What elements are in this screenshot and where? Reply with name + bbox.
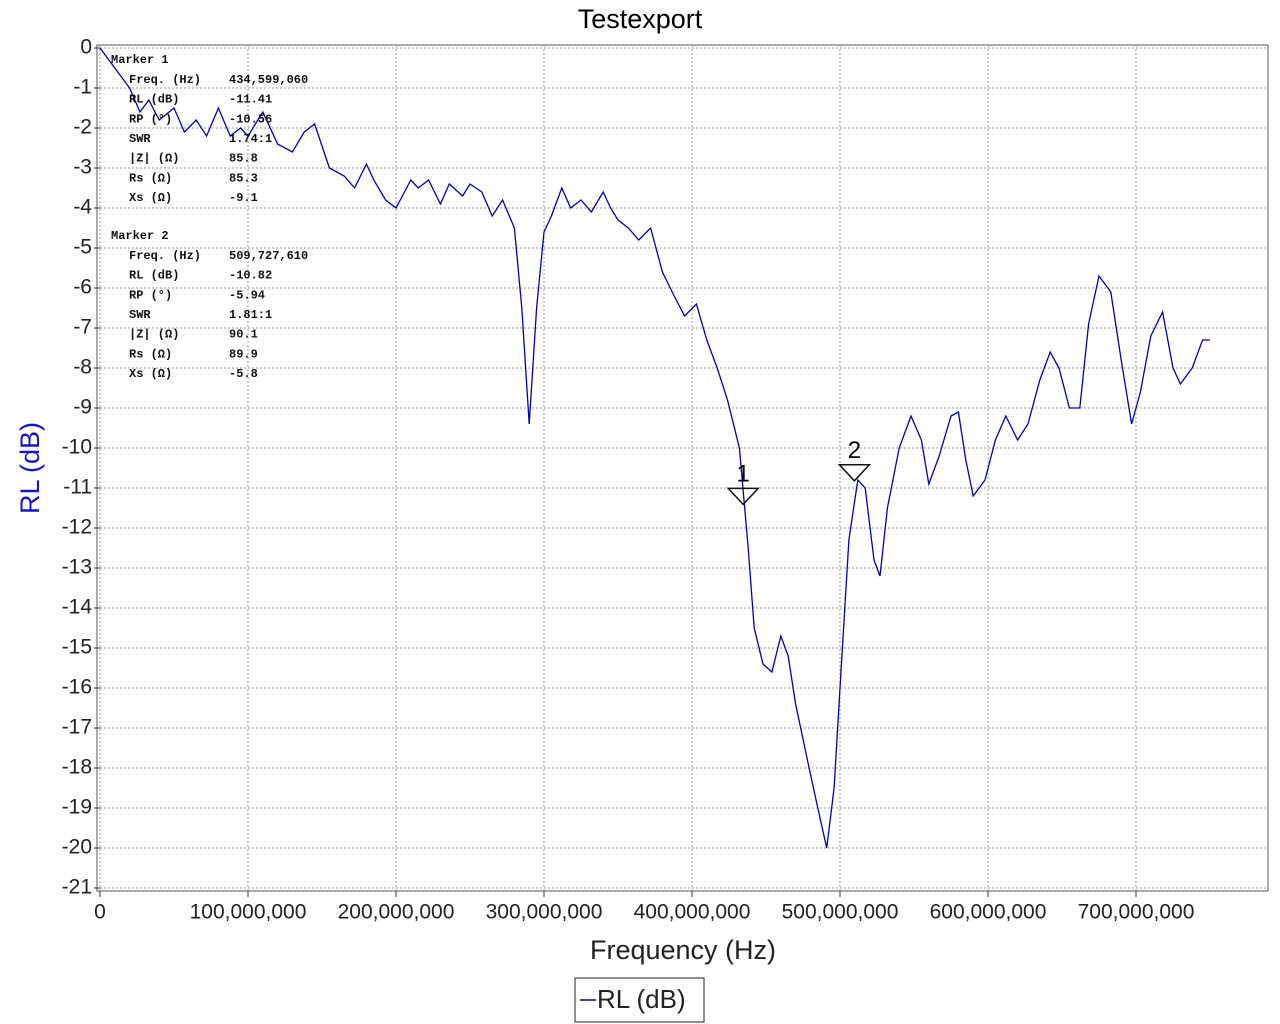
- marker-value: -10.56: [229, 112, 272, 126]
- y-axis-label: RL (dB): [15, 422, 45, 514]
- y-tick-label: -14: [62, 596, 93, 619]
- marker-value: -11.41: [229, 93, 272, 107]
- y-tick-label: -19: [62, 796, 92, 819]
- y-tick-label: -4: [73, 196, 92, 219]
- marker-value: 1.74:1: [229, 132, 272, 146]
- y-tick-label: -18: [62, 756, 92, 779]
- x-tick-label: 400,000,000: [634, 901, 751, 924]
- marker-field: SWR: [129, 132, 151, 146]
- marker-value: 1.81:1: [229, 308, 272, 322]
- marker-triangle: [726, 487, 760, 506]
- chart-title: Testexport: [578, 4, 703, 34]
- legend: [574, 977, 705, 1023]
- x-axis-label: Frequency (Hz): [590, 935, 776, 965]
- marker-title: Marker 2: [111, 229, 169, 243]
- y-tick-label: -2: [73, 116, 92, 139]
- y-tick-label: -13: [62, 556, 92, 579]
- marker-title: Marker 1: [111, 53, 169, 67]
- marker-value: 85.8: [229, 152, 258, 166]
- x-tick-label: 0: [94, 901, 106, 924]
- legend-label: RL (dB): [597, 984, 686, 1014]
- y-tick-label: -1: [73, 76, 92, 99]
- marker-value: -5.94: [229, 288, 265, 302]
- marker-field: Xs (Ω): [129, 191, 172, 205]
- y-tick-label: -11: [63, 476, 92, 499]
- marker-field: RP (°): [129, 112, 172, 126]
- x-tick-label: 100,000,000: [190, 901, 307, 924]
- y-tick-label: -7: [73, 316, 92, 339]
- marker-field: RP (°): [129, 288, 172, 302]
- marker-value: 89.9: [229, 347, 258, 361]
- marker-field: Xs (Ω): [129, 367, 172, 381]
- x-tick-label: 600,000,000: [930, 901, 1047, 924]
- marker-field: |Z| (Ω): [129, 152, 179, 166]
- marker-field: Rs (Ω): [129, 171, 172, 185]
- marker-field: RL (dB): [129, 269, 179, 283]
- x-tick-label: 300,000,000: [486, 901, 603, 924]
- y-tick-label: -8: [73, 356, 92, 379]
- y-tick-label: -15: [62, 636, 92, 659]
- x-tick-label: 200,000,000: [338, 901, 455, 924]
- marker-value: -10.82: [229, 269, 272, 283]
- x-tick-label: 700,000,000: [1078, 901, 1195, 924]
- y-tick-label: -16: [62, 676, 92, 699]
- y-tick-label: -12: [62, 516, 92, 539]
- marker-label: 2: [848, 437, 861, 464]
- marker-field: Rs (Ω): [129, 347, 172, 361]
- marker-value: -9.1: [229, 191, 258, 205]
- y-tick-label: -10: [62, 436, 92, 459]
- marker-value: 90.1: [229, 328, 258, 342]
- y-tick-label: -6: [73, 276, 92, 299]
- marker-field: |Z| (Ω): [129, 328, 179, 342]
- marker-field: SWR: [129, 308, 151, 322]
- marker-value: 434,599,060: [229, 73, 308, 87]
- y-tick-label: -17: [62, 716, 92, 739]
- marker-label: 1: [737, 461, 750, 488]
- x-tick-label: 500,000,000: [782, 901, 899, 924]
- marker-field: RL (dB): [129, 93, 179, 107]
- y-tick-label: -9: [73, 396, 92, 419]
- marker-triangle: [837, 464, 872, 482]
- marker-value: 509,727,610: [229, 249, 308, 263]
- line-series: [99, 47, 1210, 849]
- y-tick-label: -20: [62, 836, 92, 859]
- y-tick-label: -5: [73, 236, 92, 259]
- marker-value: 85.3: [229, 171, 258, 185]
- marker-value: -5.8: [229, 367, 258, 381]
- marker-field: Freq. (Hz): [129, 73, 201, 87]
- marker-field: Freq. (Hz): [129, 249, 201, 263]
- y-tick-label: 0: [80, 36, 92, 59]
- y-tick-label: -21: [62, 876, 92, 899]
- plot-frame: [96, 44, 1269, 892]
- y-tick-label: -3: [73, 156, 92, 179]
